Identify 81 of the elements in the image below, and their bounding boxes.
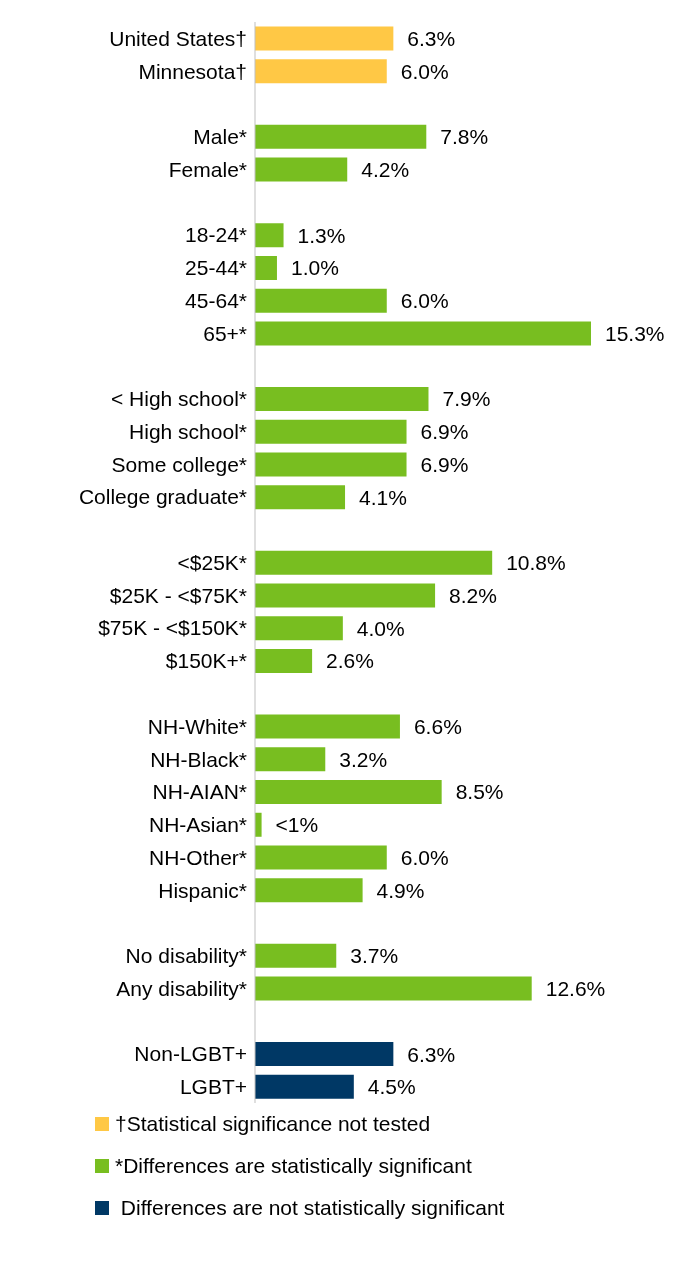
data-label: 4.0% [356, 616, 405, 640]
bar [255, 878, 363, 903]
y-tick-label: NH-Asian* [148, 813, 247, 837]
y-tick-label: <$25K* [177, 550, 247, 574]
data-label: 7.9% [442, 387, 491, 411]
data-label: <1% [275, 813, 319, 837]
bar [255, 157, 348, 182]
bar [255, 976, 532, 1001]
bar [255, 1074, 354, 1099]
data-label: 6.6% [413, 714, 462, 738]
y-tick-label: Any disability* [116, 976, 247, 1000]
bar [255, 59, 387, 84]
bar [255, 812, 262, 837]
y-tick-label: Male* [193, 125, 247, 149]
bar [255, 845, 387, 870]
data-label: 10.8% [506, 551, 566, 575]
bar [255, 288, 387, 313]
y-tick-label: 18-24* [185, 223, 247, 247]
bar [255, 747, 326, 772]
bar [255, 223, 284, 248]
y-tick-label: Hispanic* [158, 878, 247, 902]
data-label: 8.5% [455, 780, 504, 804]
data-label: 6.3% [407, 27, 456, 51]
y-tick-label: Some college* [111, 452, 247, 476]
bar [255, 583, 436, 608]
data-label: 4.2% [361, 158, 410, 182]
bar [255, 648, 313, 673]
bar [255, 255, 277, 280]
data-label: 15.3% [605, 321, 665, 345]
y-tick-label: High school* [129, 419, 247, 443]
y-tick-label: < High school* [111, 387, 247, 411]
bar [255, 550, 493, 575]
legend-label: Differences are not statistically significant [119, 1196, 505, 1220]
y-tick-label: NH-Black* [150, 747, 247, 771]
data-label: 8.2% [449, 583, 497, 607]
y-tick-label: College graduate* [78, 485, 247, 509]
data-label: 6.3% [407, 1042, 456, 1066]
legend-label: *Differences are statistically significant [115, 1154, 472, 1178]
y-tick-label: LGBT+ [179, 1075, 247, 1099]
bar [255, 780, 442, 805]
bar [255, 419, 407, 444]
y-tick-label: 25-44* [185, 256, 247, 280]
data-label: 4.1% [359, 485, 407, 509]
data-label: 3.2% [339, 747, 388, 771]
y-tick-label: 65+* [203, 321, 247, 345]
y-tick-label: $150K+* [165, 649, 247, 673]
data-label: 1.3% [297, 223, 346, 247]
data-label: 12.6% [545, 977, 606, 1001]
data-label: 6.9% [420, 452, 469, 476]
data-label: 6.0% [400, 59, 449, 83]
data-label: 6.0% [400, 845, 449, 869]
y-tick-label: Non-LGBT+ [134, 1042, 247, 1066]
bar [255, 26, 394, 51]
legend-label: †Statistical significance not tested [115, 1112, 431, 1136]
y-tick-label: 45-64* [185, 288, 247, 312]
data-label: 6.9% [420, 420, 469, 444]
bar [255, 386, 429, 411]
y-tick-label: United States† [109, 26, 247, 50]
bar [255, 943, 337, 968]
y-tick-label: Female* [168, 157, 247, 181]
data-label: 4.9% [376, 878, 425, 902]
data-label: 6.0% [400, 289, 449, 313]
bar [255, 124, 427, 149]
bar [255, 714, 400, 739]
y-tick-label: Minnesota† [138, 59, 247, 83]
bar [255, 321, 591, 346]
y-tick-label: NH-Other* [148, 845, 247, 869]
bar [255, 616, 343, 641]
bar [255, 452, 407, 477]
y-tick-label: NH-AIAN* [152, 780, 247, 804]
y-tick-label: $25K - <$75K* [109, 583, 247, 607]
y-tick-label: NH-White* [147, 714, 247, 738]
bar [255, 485, 346, 510]
y-tick-label: $75K - <$150K* [98, 616, 247, 640]
data-label: 2.6% [326, 649, 374, 673]
data-label: 4.5% [367, 1075, 416, 1099]
data-label: 1.0% [290, 256, 339, 280]
data-label: 7.8% [440, 125, 489, 149]
bar [255, 1042, 394, 1067]
y-tick-label: No disability* [125, 944, 247, 968]
data-label: 3.7% [350, 944, 399, 968]
